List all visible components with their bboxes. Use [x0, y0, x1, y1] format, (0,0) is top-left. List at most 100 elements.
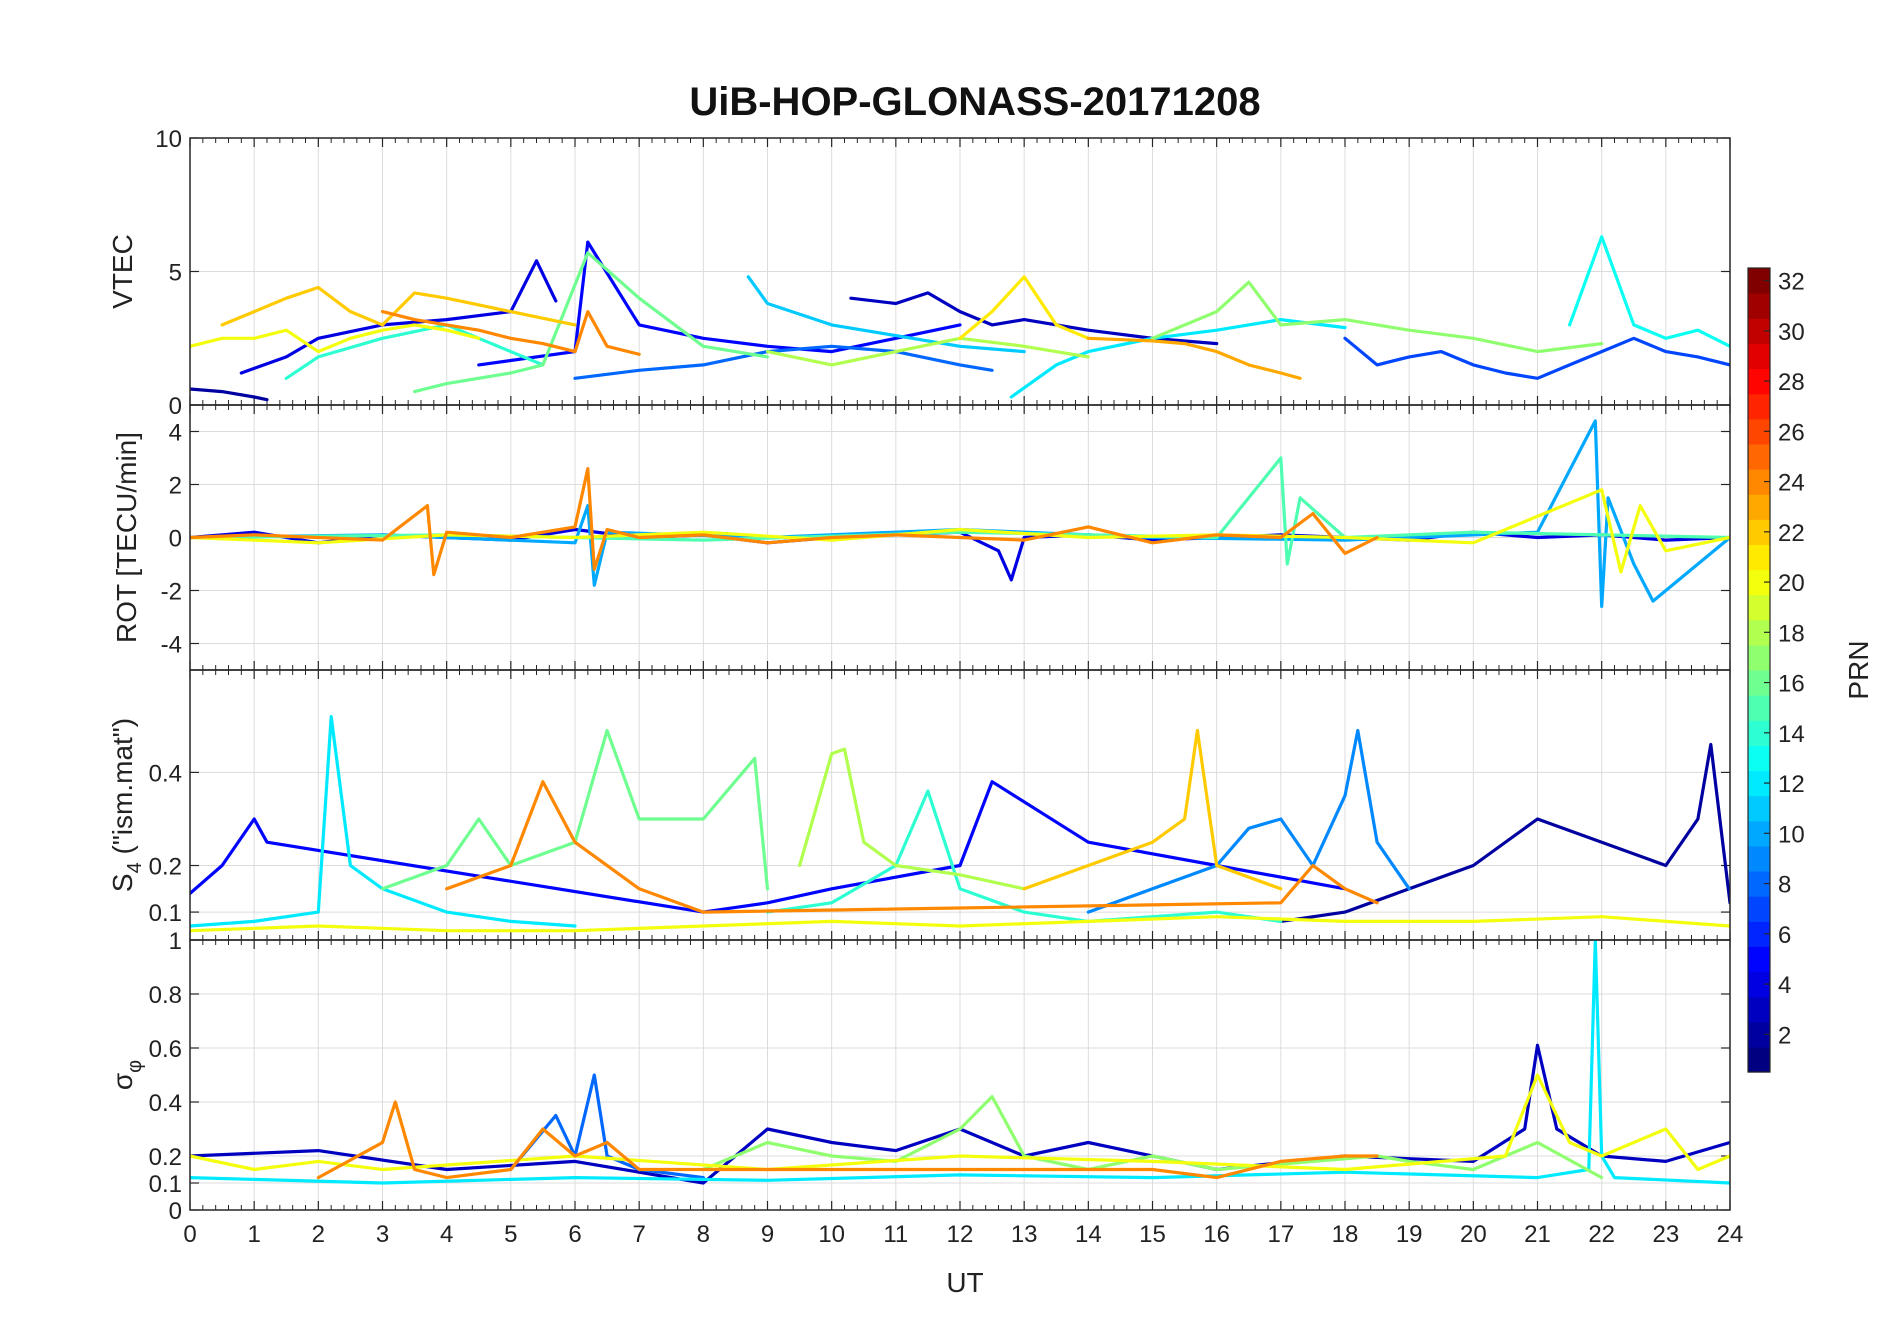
y-tick-label: 0.6	[149, 1036, 182, 1063]
colorbar-segment	[1748, 720, 1770, 746]
y-label-sub: φ	[124, 1060, 146, 1073]
colorbar-segment	[1748, 418, 1770, 445]
colorbar-segment	[1748, 519, 1770, 545]
x-tick-label: 7	[632, 1221, 645, 1248]
colorbar-tick-label: 12	[1778, 771, 1805, 798]
series-prn-14	[765, 789, 1283, 923]
y-label-main: S	[107, 873, 138, 892]
colorbar-segment	[1748, 368, 1770, 395]
x-axis-label: UT	[946, 1267, 983, 1298]
y-tick-label: 5	[169, 260, 182, 287]
series-group	[190, 419, 1730, 608]
series-prn-8	[573, 344, 994, 380]
series-prn-14	[284, 323, 545, 380]
y-tick-label: 2	[169, 473, 182, 500]
colorbar-tick-label: 6	[1778, 922, 1791, 949]
y-tick-label: 10	[155, 126, 182, 153]
colorbar-tick-label: 18	[1778, 620, 1805, 647]
chart-title: UiB-HOP-GLONASS-20171208	[689, 80, 1260, 124]
x-tick-label: 12	[947, 1221, 974, 1248]
x-tick-label: 9	[761, 1221, 774, 1248]
series-prn-12	[1009, 318, 1347, 399]
y-tick-label: 0	[169, 393, 182, 420]
colorbar-segment	[1748, 745, 1770, 772]
x-tick-label: 10	[818, 1221, 845, 1248]
x-tick-label: 13	[1011, 1221, 1038, 1248]
series-prn-5	[477, 240, 962, 367]
y-tick-label: 0.2	[149, 854, 182, 881]
y-tick-label: 0.8	[149, 982, 182, 1009]
colorbar-segment	[1748, 695, 1770, 721]
series-group	[190, 715, 1730, 933]
colorbar-tick-label: 20	[1778, 570, 1805, 597]
y-tick-label: 0.4	[149, 1090, 182, 1117]
series-prn-13	[1568, 235, 1730, 348]
series-prn-22	[220, 285, 577, 327]
series-prn-20	[190, 915, 1730, 933]
series-prn-18	[798, 747, 1026, 891]
colorbar-segment	[1748, 343, 1770, 370]
colorbar-segment	[1748, 318, 1770, 344]
series-prn-3	[849, 291, 1219, 346]
colorbar-segment	[1748, 971, 1770, 998]
y-tick-label: -2	[161, 579, 182, 606]
colorbar-segment	[1748, 795, 1770, 822]
x-tick-label: 2	[312, 1221, 325, 1248]
colorbar-tick-label: 16	[1778, 671, 1805, 698]
y-tick-label: 0	[169, 526, 182, 553]
y-tick-label: 0.1	[149, 900, 182, 927]
colorbar-segment	[1748, 896, 1770, 922]
x-tick-label: 15	[1139, 1221, 1166, 1248]
series-prn-22	[1022, 728, 1283, 891]
colorbar-segment	[1748, 921, 1770, 947]
x-tick-label: 24	[1717, 1221, 1744, 1248]
series-prn-17	[1150, 280, 1604, 354]
series-prn-2	[190, 387, 269, 402]
x-tick-label: 19	[1396, 1221, 1423, 1248]
series-prn-24	[380, 310, 641, 356]
colorbar-tick-label: 24	[1778, 470, 1805, 497]
y-tick-label: 0	[169, 1198, 182, 1225]
colorbar-segment	[1748, 670, 1770, 696]
series-prn-5	[190, 780, 1347, 914]
x-tick-label: 3	[376, 1221, 389, 1248]
y-axis-label: ROT [TECU/min]	[111, 432, 142, 643]
y-tick-label: -4	[161, 632, 182, 659]
colorbar-segment	[1748, 845, 1770, 872]
colorbar-segment	[1748, 946, 1770, 973]
colorbar-segment	[1748, 820, 1770, 847]
x-tick-label: 18	[1332, 1221, 1359, 1248]
colorbar-tick-label: 2	[1778, 1022, 1791, 1049]
colorbar-segment	[1748, 494, 1770, 520]
x-tick-label: 8	[697, 1221, 710, 1248]
series-prn-20	[190, 323, 481, 354]
colorbar-tick-label: 4	[1778, 972, 1791, 999]
colorbar-tick-label: 30	[1778, 319, 1805, 346]
x-tick-label: 20	[1460, 1221, 1487, 1248]
colorbar-segment	[1748, 594, 1770, 621]
series-prn-12	[190, 715, 577, 928]
series-prn-16	[380, 728, 770, 891]
y-axis-label: S4 ("ism.mat")	[107, 718, 146, 892]
colorbar-segment	[1748, 871, 1770, 897]
series-prn-7	[1343, 336, 1730, 380]
series-prn-18	[765, 336, 1090, 367]
series-prn-2	[1279, 742, 1730, 923]
colorbar-segment	[1748, 644, 1770, 671]
series-prn-21	[958, 275, 1090, 340]
series-prn-24	[316, 1100, 1379, 1180]
y-axis-label: VTEC	[107, 234, 138, 309]
series-prn-23	[1086, 336, 1302, 380]
panel-frame	[189, 939, 1731, 1211]
colorbar-tick-label: 10	[1778, 821, 1805, 848]
colorbar-segment	[1748, 393, 1770, 420]
x-tick-label: 22	[1588, 1221, 1615, 1248]
panel-sigma_phi: 00.10.2 0.4 0.6 0.8 1 σφ	[107, 928, 1731, 1225]
y-label-rest: ("ism.mat")	[107, 718, 138, 862]
x-tick-label: 4	[440, 1221, 453, 1248]
x-tick-label: 0	[183, 1221, 196, 1248]
series-prn-24	[190, 467, 1379, 577]
x-tick-label: 11	[883, 1221, 908, 1248]
colorbar-tick-label: 14	[1778, 721, 1805, 748]
colorbar-label: PRN	[1843, 640, 1874, 699]
